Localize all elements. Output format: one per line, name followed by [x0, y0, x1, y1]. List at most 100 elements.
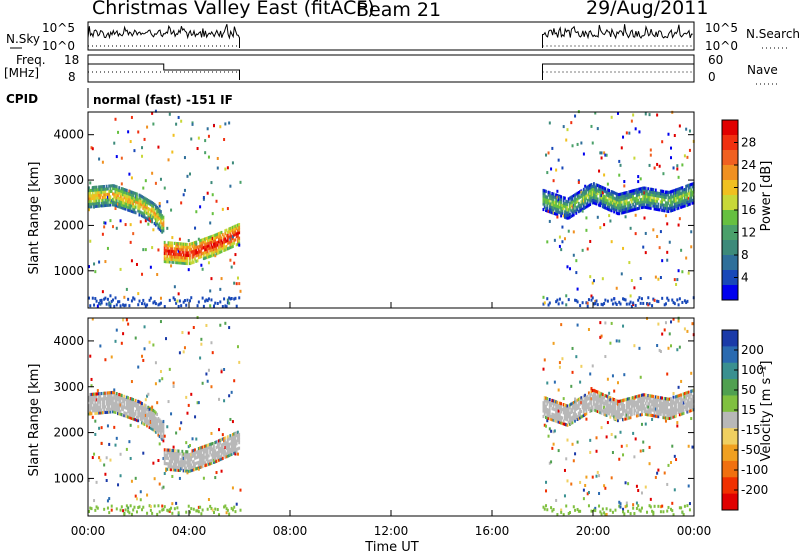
- echo-cell: [545, 407, 547, 411]
- scatter-cell: [622, 324, 625, 328]
- velocity-echo-cells: [88, 315, 695, 517]
- echo-cell: [670, 209, 672, 213]
- scatter-cell: [219, 125, 222, 129]
- echo-cell: [93, 196, 95, 200]
- echo-cell: [609, 192, 612, 196]
- echo-cell: [666, 397, 669, 401]
- echo-cell: [181, 258, 184, 262]
- scatter-cell: [585, 475, 588, 479]
- echo-cell: [649, 399, 652, 404]
- echo-cell: [673, 409, 676, 413]
- echo-cell: [99, 196, 102, 200]
- scatter-cell: [175, 431, 178, 435]
- y-tick-label: 2000: [53, 218, 84, 232]
- echo-cell: [673, 188, 676, 193]
- scatter-cell: [187, 239, 190, 243]
- echo-cell: [210, 237, 213, 242]
- echo-cell: [548, 414, 551, 418]
- scatter-cell: [239, 180, 242, 184]
- echo-cell: [210, 243, 213, 247]
- echo-cell: [194, 448, 196, 452]
- echo-cell: [162, 425, 165, 429]
- echo-cell: [120, 187, 123, 191]
- echo-cell: [585, 205, 588, 209]
- echo-cell: [185, 452, 188, 457]
- echo-cell: [605, 198, 608, 202]
- echo-cell: [687, 192, 690, 196]
- echo-cell: [182, 242, 185, 246]
- echo-cell: [680, 200, 682, 204]
- echo-cell: [95, 411, 98, 415]
- scatter-cell: [574, 397, 577, 401]
- echo-cell: [683, 198, 686, 203]
- echo-cell: [635, 199, 638, 203]
- echo-cell: [228, 246, 230, 250]
- echo-cell: [546, 198, 549, 202]
- echo-cell: [681, 398, 684, 402]
- echo-cell: [628, 209, 631, 213]
- echo-cell: [545, 200, 547, 204]
- scatter-cell: [632, 503, 635, 507]
- echo-cell: [170, 459, 172, 463]
- echo-cell: [166, 451, 169, 455]
- scatter-cell: [220, 370, 223, 374]
- echo-cell: [642, 202, 645, 207]
- freq-label-line2: [MHz]: [4, 66, 39, 80]
- echo-cell: [170, 257, 172, 261]
- scatter-cell: [672, 166, 675, 170]
- echo-cell: [681, 199, 684, 203]
- echo-cell: [599, 405, 602, 409]
- echo-cell: [595, 401, 598, 405]
- y-tick-label: 3000: [53, 173, 84, 187]
- echo-cell: [587, 190, 590, 194]
- echo-cell: [670, 413, 672, 417]
- echo-cell: [181, 256, 184, 260]
- echo-cell: [103, 204, 106, 208]
- near-range-cell: [646, 302, 649, 306]
- echo-cell: [178, 468, 181, 472]
- echo-cell: [686, 404, 689, 409]
- echo-cell: [185, 251, 188, 255]
- scatter-cell: [678, 345, 681, 349]
- echo-cell: [191, 241, 194, 246]
- echo-cell: [141, 214, 143, 218]
- scatter-cell: [556, 215, 559, 219]
- scatter-cell: [130, 380, 133, 384]
- echo-cell: [180, 255, 183, 260]
- echo-cell: [608, 197, 611, 201]
- echo-cell: [94, 409, 97, 413]
- scatter-cell: [599, 226, 602, 230]
- scatter-cell: [230, 390, 233, 394]
- echo-cell: [657, 208, 660, 212]
- echo-cell: [652, 204, 655, 208]
- echo-cell: [171, 454, 174, 458]
- scatter-cell: [618, 173, 621, 177]
- echo-cell: [606, 191, 609, 195]
- scatter-cell: [637, 180, 640, 184]
- echo-cell: [105, 187, 108, 191]
- echo-cell: [230, 234, 233, 238]
- echo-cell: [563, 403, 566, 407]
- echo-cell: [565, 216, 568, 220]
- echo-cell: [117, 403, 119, 407]
- echo-cell: [211, 452, 214, 457]
- echo-cell: [167, 456, 170, 460]
- echo-cell: [593, 184, 595, 188]
- echo-cell: [144, 409, 147, 413]
- scatter-cell: [550, 460, 553, 464]
- scatter-cell: [168, 509, 171, 513]
- echo-cell: [142, 421, 145, 426]
- echo-cell: [202, 445, 205, 449]
- echo-cell: [238, 432, 241, 437]
- echo-cell: [236, 430, 239, 434]
- scatter-cell: [115, 226, 118, 230]
- echo-cell: [664, 416, 667, 420]
- echo-cell: [615, 203, 618, 207]
- echo-cell: [220, 457, 223, 461]
- echo-cell: [581, 194, 584, 198]
- velocity-ylabel: Slant Range [km]: [27, 364, 42, 477]
- echo-cell: [628, 408, 631, 412]
- scatter-cell: [230, 265, 233, 269]
- echo-cell: [614, 191, 617, 195]
- echo-cell: [94, 193, 97, 198]
